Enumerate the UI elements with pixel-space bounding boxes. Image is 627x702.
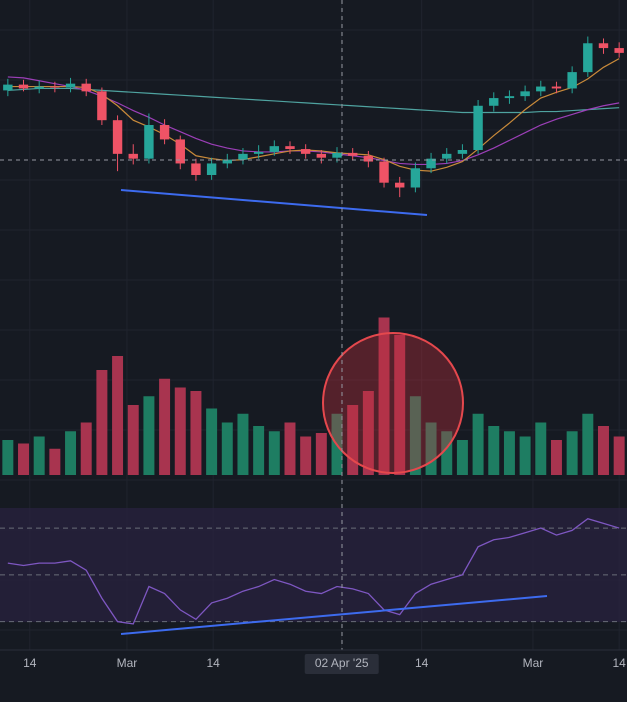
volume-bar bbox=[425, 422, 437, 475]
candle-body bbox=[551, 86, 562, 89]
moving-average bbox=[7, 87, 620, 114]
x-tick-label: 14 bbox=[612, 656, 626, 670]
volume-bar bbox=[582, 413, 594, 475]
volume-bar bbox=[65, 431, 77, 475]
volume-bar bbox=[347, 405, 359, 475]
x-tick-label: Mar bbox=[117, 656, 138, 670]
volume-bar bbox=[159, 378, 171, 475]
moving-average bbox=[7, 58, 620, 172]
candle-body bbox=[81, 83, 91, 92]
x-axis: 14 Mar 14 02 Apr '25 14 Mar 14 bbox=[23, 654, 626, 674]
volume-bar bbox=[409, 396, 421, 475]
candle-body bbox=[269, 146, 280, 152]
candle-body bbox=[159, 125, 170, 140]
candle-body bbox=[253, 151, 264, 154]
volume-bar bbox=[472, 413, 484, 475]
candle-body bbox=[316, 153, 327, 158]
candle-body bbox=[395, 182, 405, 188]
candle-body bbox=[379, 161, 389, 183]
candle-body bbox=[426, 158, 436, 169]
volume-bar bbox=[519, 436, 531, 475]
candle-body bbox=[504, 96, 515, 99]
volume-bar bbox=[127, 405, 139, 475]
candle-body bbox=[473, 105, 483, 150]
rsi-band bbox=[0, 508, 627, 622]
candle-body bbox=[598, 43, 609, 49]
candle-body bbox=[128, 153, 138, 159]
candle-body bbox=[300, 149, 311, 154]
volume-bar bbox=[613, 436, 625, 475]
volume-bar bbox=[598, 426, 609, 475]
candle-body bbox=[567, 72, 577, 89]
volume-bar bbox=[206, 408, 218, 475]
volume-bar bbox=[362, 391, 374, 475]
volume-bar bbox=[18, 443, 29, 475]
candle-body bbox=[191, 163, 201, 175]
candle-body bbox=[206, 163, 217, 175]
volume-bar bbox=[456, 440, 468, 475]
volume-bar bbox=[488, 426, 500, 475]
candle-body bbox=[457, 150, 468, 154]
volume-bar bbox=[33, 436, 45, 475]
x-tick-label: Mar bbox=[523, 656, 544, 670]
volume-bar bbox=[550, 440, 562, 475]
volume-bar bbox=[394, 335, 406, 475]
candle-body bbox=[347, 152, 358, 156]
volume-bar bbox=[253, 426, 265, 475]
x-tick-label: 14 bbox=[23, 656, 37, 670]
candle-body bbox=[3, 84, 13, 91]
candle-body bbox=[489, 98, 499, 106]
volume-bar bbox=[2, 440, 14, 475]
volume-bar bbox=[268, 431, 280, 475]
candle-body bbox=[520, 91, 530, 97]
volume-bar bbox=[566, 431, 578, 475]
crosshair-label-bg bbox=[304, 654, 379, 674]
volume-bar bbox=[80, 422, 92, 475]
candle-body bbox=[410, 168, 421, 188]
volume-bar bbox=[221, 422, 233, 475]
volume-bar bbox=[315, 433, 327, 475]
volume-bar bbox=[112, 356, 124, 475]
volume-bar bbox=[174, 387, 186, 475]
volume-bar bbox=[190, 391, 202, 475]
candle-body bbox=[285, 146, 295, 150]
volume-bar bbox=[378, 317, 390, 475]
candle-body bbox=[144, 125, 154, 159]
rsi-line bbox=[7, 517, 620, 625]
volume-bar bbox=[143, 396, 155, 475]
trend-line bbox=[120, 189, 428, 216]
candle-body bbox=[222, 159, 232, 164]
x-tick-label: 14 bbox=[415, 656, 429, 670]
volume-bar bbox=[237, 413, 249, 475]
candle-body bbox=[536, 86, 546, 92]
volume-bar bbox=[535, 422, 547, 475]
x-tick-label: 02 Apr '25 bbox=[315, 656, 369, 670]
highlight-circle bbox=[322, 332, 464, 474]
candle-body bbox=[614, 48, 624, 53]
candle-body bbox=[18, 84, 29, 89]
volume-bar bbox=[284, 422, 296, 475]
candle-body bbox=[65, 83, 76, 88]
volume-bar bbox=[96, 370, 108, 475]
trend-line bbox=[120, 595, 548, 635]
candle-body bbox=[34, 86, 44, 89]
candle-body bbox=[332, 152, 342, 158]
candle-body bbox=[238, 153, 248, 160]
candle-body bbox=[112, 120, 123, 154]
candle-body bbox=[442, 153, 452, 159]
x-tick-label: 14 bbox=[207, 656, 221, 670]
volume-bar bbox=[441, 431, 453, 475]
volume-bar bbox=[503, 431, 515, 475]
candle-body bbox=[175, 139, 185, 164]
candle-body bbox=[363, 155, 374, 162]
volume-bar bbox=[300, 436, 312, 475]
candle-body bbox=[583, 43, 593, 73]
candle-body bbox=[97, 91, 107, 121]
candle-body bbox=[50, 86, 60, 88]
volume-bar bbox=[49, 448, 61, 475]
